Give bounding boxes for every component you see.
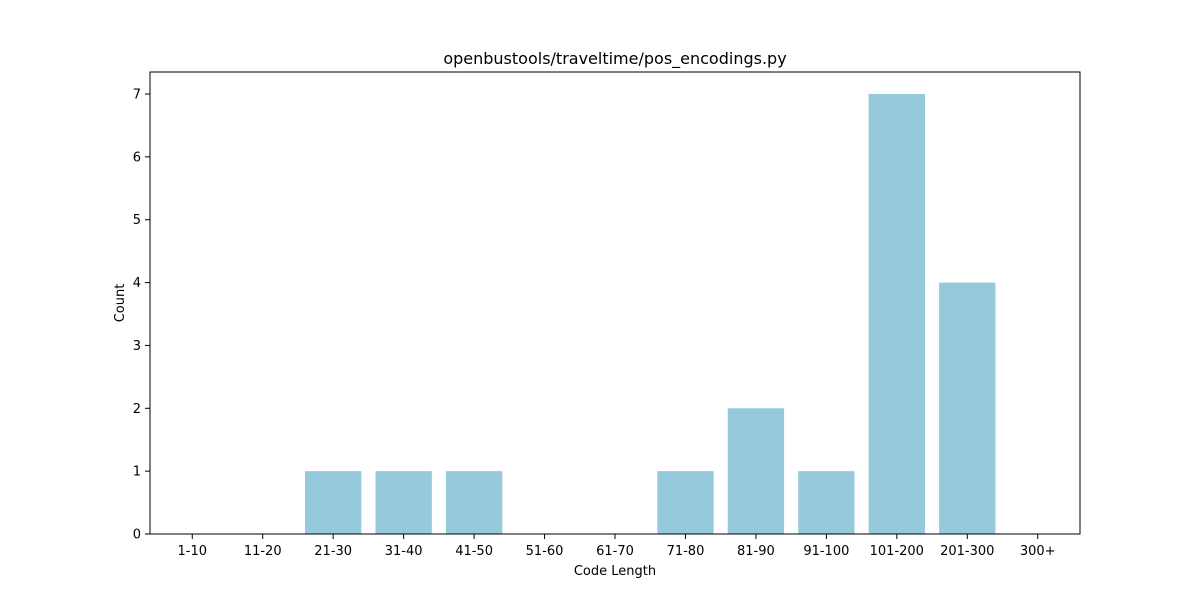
bars-group — [305, 94, 996, 534]
x-tick-label: 1-10 — [178, 544, 208, 559]
y-axis-ticks: 0 1 2 3 4 5 6 7 — [133, 88, 150, 543]
y-tick-label: 3 — [133, 339, 141, 354]
y-tick-label: 1 — [133, 465, 141, 480]
x-tick-label: 51-60 — [526, 544, 564, 559]
x-tick-label: 31-40 — [385, 544, 423, 559]
y-tick-label: 0 — [133, 528, 141, 543]
y-tick-label: 2 — [133, 402, 141, 417]
y-tick-label: 4 — [133, 276, 141, 291]
x-tick-label: 71-80 — [667, 544, 705, 559]
y-tick-label: 5 — [133, 213, 141, 228]
y-axis-label: Count — [113, 284, 128, 323]
y-tick-label: 7 — [133, 88, 141, 103]
x-tick-label: 201-300 — [940, 544, 994, 559]
x-axis-label: Code Length — [574, 564, 656, 579]
bar-91-100 — [798, 471, 855, 534]
x-tick-label: 41-50 — [455, 544, 493, 559]
y-tick-label: 6 — [133, 150, 141, 165]
x-tick-label: 61-70 — [596, 544, 634, 559]
x-tick-label: 101-200 — [870, 544, 924, 559]
x-tick-label: 81-90 — [737, 544, 775, 559]
bar-41-50 — [445, 471, 503, 534]
x-axis-ticks: 1-10 11-20 21-30 31-40 41-50 51-60 61-70 71-80 8… — [178, 534, 1056, 559]
x-tick-label: 21-30 — [314, 544, 352, 559]
bar-71-80 — [657, 471, 714, 534]
bar-81-90 — [727, 408, 785, 534]
x-tick-label: 91-100 — [803, 544, 849, 559]
chart-title: openbustools/traveltime/pos_encodings.py — [443, 49, 786, 69]
bar-21-30 — [305, 471, 362, 534]
bar-201-300 — [939, 282, 996, 534]
bar-101-200 — [868, 94, 925, 534]
x-tick-label: 300+ — [1020, 544, 1056, 559]
x-tick-label: 11-20 — [244, 544, 282, 559]
bar-31-40 — [375, 471, 432, 534]
